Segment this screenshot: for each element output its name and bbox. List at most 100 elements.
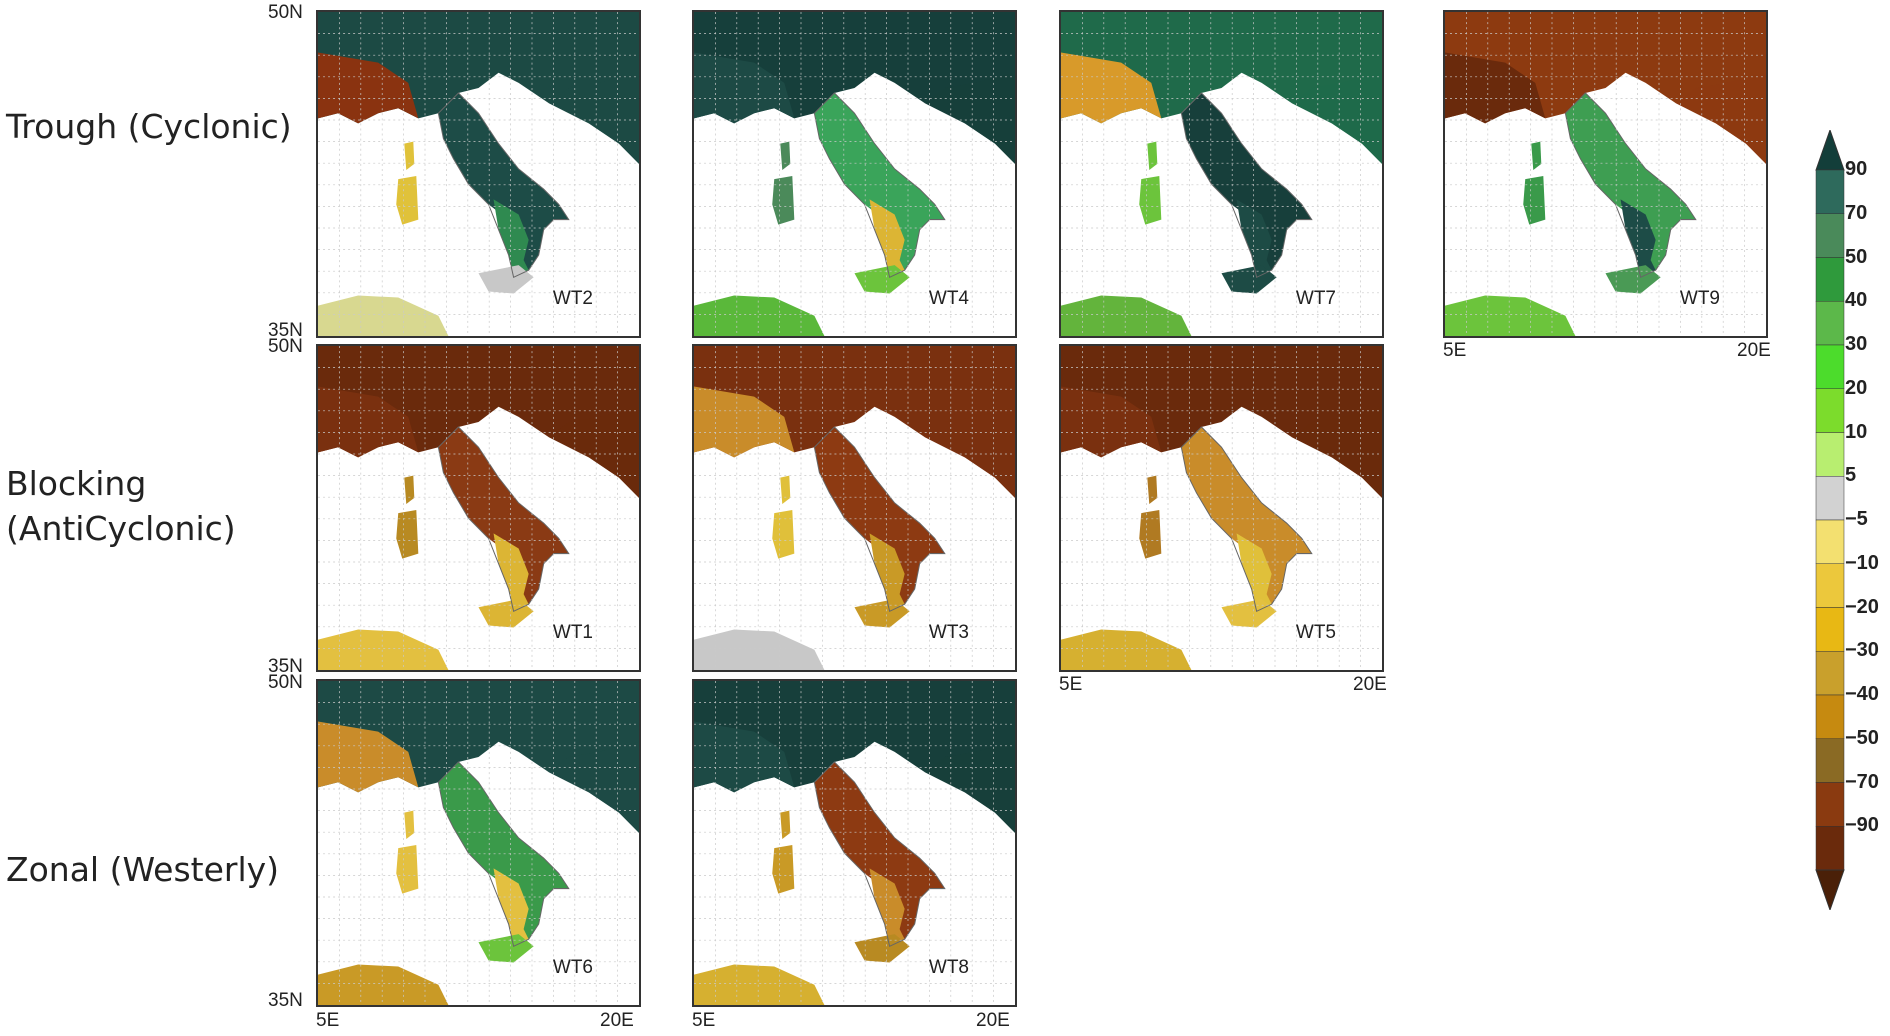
colorbar-tick-label: −90 (1845, 814, 1879, 837)
colorbar-band (1815, 213, 1845, 258)
land-south (1236, 533, 1272, 612)
island-corsica (1147, 475, 1158, 504)
land-south (493, 868, 529, 947)
land-west (318, 721, 419, 793)
land-balkans (548, 72, 639, 164)
map-panel-wt6: WT6 (316, 679, 641, 1007)
colorbar-tick-label: 40 (1845, 289, 1868, 312)
island-sicily (1221, 265, 1277, 294)
colorbar-band (1815, 476, 1845, 521)
map-panel-wt2: WT2 (316, 10, 641, 338)
land-peninsula (1181, 427, 1312, 605)
land-peninsula (1565, 93, 1696, 271)
land-west (1061, 52, 1162, 124)
land-south (1620, 199, 1656, 278)
panel-label-wt9: WT9 (1679, 288, 1720, 309)
land-south (1236, 199, 1272, 278)
land-peninsula (814, 427, 945, 605)
colorbar-band (1815, 257, 1845, 302)
panel-label-wt1: WT1 (552, 622, 593, 643)
lon-label-20e: 20E (600, 1010, 634, 1031)
map-graphic (1061, 12, 1382, 336)
land-africa (1445, 295, 1576, 336)
colorbar-tick-label: 5 (1845, 464, 1857, 487)
land-balkans (548, 406, 639, 498)
lon-label-20e: 20E (1353, 674, 1387, 695)
island-sardinia (396, 176, 419, 225)
island-sicily (478, 599, 534, 628)
island-sardinia (396, 845, 419, 894)
island-sardinia (1139, 510, 1162, 559)
land-africa (694, 295, 825, 336)
colorbar-tick-label: −40 (1845, 683, 1879, 705)
land-west (1445, 52, 1546, 124)
island-sicily (1605, 265, 1661, 294)
land-north (1445, 12, 1766, 164)
colorbar-arrow-top (1815, 130, 1845, 171)
panel-label-wt8: WT8 (928, 957, 969, 978)
island-corsica (1147, 141, 1158, 170)
panel-label-wt6: WT6 (552, 957, 593, 978)
land-africa (318, 295, 449, 336)
map-panel-wt1: WT1 (316, 344, 641, 672)
island-corsica (780, 810, 791, 839)
land-balkans (924, 406, 1015, 498)
land-africa (318, 629, 449, 670)
colorbar-band (1815, 344, 1845, 389)
land-peninsula (438, 762, 569, 940)
island-sicily (854, 599, 910, 628)
map-panel-wt4: WT4 (692, 10, 1017, 338)
land-africa (318, 964, 449, 1005)
island-corsica (404, 141, 415, 170)
map-graphic (318, 681, 639, 1005)
colorbar-arrow-bottom (1815, 869, 1845, 910)
island-corsica (1531, 141, 1542, 170)
colorbar-band (1815, 519, 1845, 564)
land-africa (1061, 295, 1192, 336)
land-west (318, 386, 419, 458)
map-panel-wt8: WT8 (692, 679, 1017, 1007)
land-balkans (1291, 406, 1382, 498)
land-peninsula (438, 93, 569, 271)
land-north (318, 346, 639, 498)
island-sardinia (396, 510, 419, 559)
land-peninsula (814, 93, 945, 271)
colorbar-band (1815, 694, 1845, 739)
land-north (318, 681, 639, 833)
lon-label-20e: 20E (1737, 340, 1771, 361)
colorbar-band (1815, 651, 1845, 696)
colorbar-tick-label: 20 (1845, 376, 1868, 399)
colorbar-tick-label: 30 (1845, 333, 1868, 355)
map-panel-wt5: WT5 (1059, 344, 1384, 672)
land-south (493, 533, 529, 612)
lon-label-5e: 5E (1443, 340, 1467, 361)
land-south (869, 199, 905, 278)
land-north (1061, 346, 1382, 498)
colorbar-band (1815, 301, 1845, 346)
land-balkans (924, 741, 1015, 833)
land-peninsula (1181, 93, 1312, 271)
land-balkans (1291, 72, 1382, 164)
colorbar-tick-label: 70 (1845, 201, 1868, 224)
island-corsica (780, 475, 791, 504)
land-balkans (548, 741, 639, 833)
island-corsica (404, 810, 415, 839)
land-south (869, 533, 905, 612)
land-north (694, 346, 1015, 498)
panel-label-wt2: WT2 (552, 288, 593, 309)
island-sicily (478, 934, 534, 963)
land-north (318, 12, 639, 164)
lon-label-5e: 5E (316, 1010, 340, 1031)
land-south (493, 199, 529, 278)
lat-label-35n: 35N (268, 320, 303, 341)
panel-label-wt5: WT5 (1295, 622, 1336, 643)
map-graphic (694, 346, 1015, 670)
land-africa (694, 964, 825, 1005)
row-label-zonal: Zonal (Westerly) (6, 850, 280, 889)
colorbar-tick-label: 90 (1845, 158, 1868, 180)
colorbar-band (1815, 169, 1845, 214)
lat-label-50n: 50N (268, 336, 303, 357)
lon-label-20e: 20E (976, 1010, 1010, 1031)
map-graphic (1061, 346, 1382, 670)
colorbar-band (1815, 782, 1845, 827)
